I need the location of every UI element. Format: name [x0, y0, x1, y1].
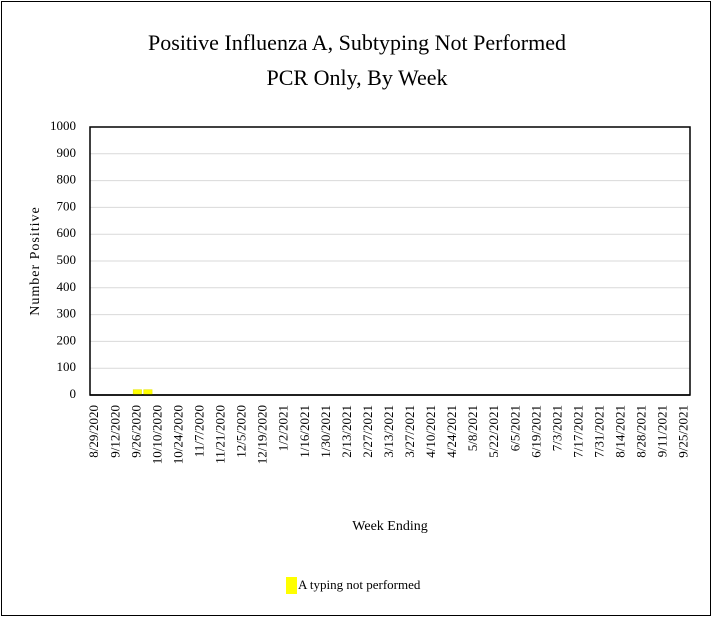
y-tick-label: 1000: [50, 118, 76, 133]
x-tick-label: 3/27/2021: [402, 405, 417, 458]
y-tick-label: 400: [57, 279, 77, 294]
x-tick-label: 8/14/2021: [613, 405, 628, 458]
x-tick-label: 9/26/2020: [128, 405, 143, 458]
chart-title: Positive Influenza A, Subtyping Not Perf…: [148, 30, 566, 55]
x-tick-label: 1/2/2021: [276, 405, 291, 451]
x-tick-label: 1/30/2021: [318, 405, 333, 458]
y-tick-label: 900: [57, 145, 77, 160]
x-tick-label: 8/28/2021: [634, 405, 649, 458]
x-tick-label: 7/31/2021: [592, 405, 607, 458]
x-tick-label: 9/11/2021: [655, 405, 670, 457]
x-tick-label: 10/10/2020: [149, 405, 164, 464]
y-tick-label: 200: [57, 332, 77, 347]
x-tick-label: 2/13/2021: [339, 405, 354, 458]
x-tick-label: 5/22/2021: [486, 405, 501, 458]
x-tick-label: 1/16/2021: [297, 405, 312, 458]
x-tick-label: 11/7/2020: [192, 405, 207, 457]
x-tick-label: 4/10/2021: [423, 405, 438, 458]
x-tick-label: 2/27/2021: [360, 405, 375, 458]
x-tick-label: 11/21/2020: [213, 405, 228, 464]
x-tick-label: 12/19/2020: [255, 405, 270, 464]
legend-swatch: [286, 577, 297, 594]
x-tick-label: 10/24/2020: [170, 405, 185, 464]
bar: [132, 389, 142, 396]
x-tick-label: 6/5/2021: [507, 405, 522, 451]
x-tick-label: 7/17/2021: [570, 405, 585, 458]
y-tick-label: 600: [57, 225, 77, 240]
y-tick-label: 800: [57, 172, 77, 187]
y-tick-label: 700: [57, 198, 77, 213]
x-tick-label: 8/29/2020: [86, 405, 101, 458]
y-tick-label: 500: [57, 252, 77, 267]
legend-label: A typing not performed: [298, 577, 421, 592]
x-tick-label: 3/13/2021: [381, 405, 396, 458]
x-tick-label: 9/12/2020: [107, 405, 122, 458]
y-tick-label: 100: [57, 359, 77, 374]
y-axis-label: Number Positive: [28, 206, 43, 316]
x-tick-label: 6/19/2021: [528, 405, 543, 458]
x-tick-label: 9/25/2021: [676, 405, 691, 458]
x-tick-label: 5/8/2021: [465, 405, 480, 451]
x-tick-label: 7/3/2021: [549, 405, 564, 451]
x-tick-label: 12/5/2020: [234, 405, 249, 458]
y-tick-label: 300: [57, 306, 77, 321]
x-tick-label: 4/24/2021: [444, 405, 459, 458]
y-tick-label: 0: [70, 386, 77, 401]
x-axis-label: Week Ending: [352, 519, 427, 534]
chart-subtitle: PCR Only, By Week: [267, 65, 448, 90]
bar: [143, 389, 153, 396]
